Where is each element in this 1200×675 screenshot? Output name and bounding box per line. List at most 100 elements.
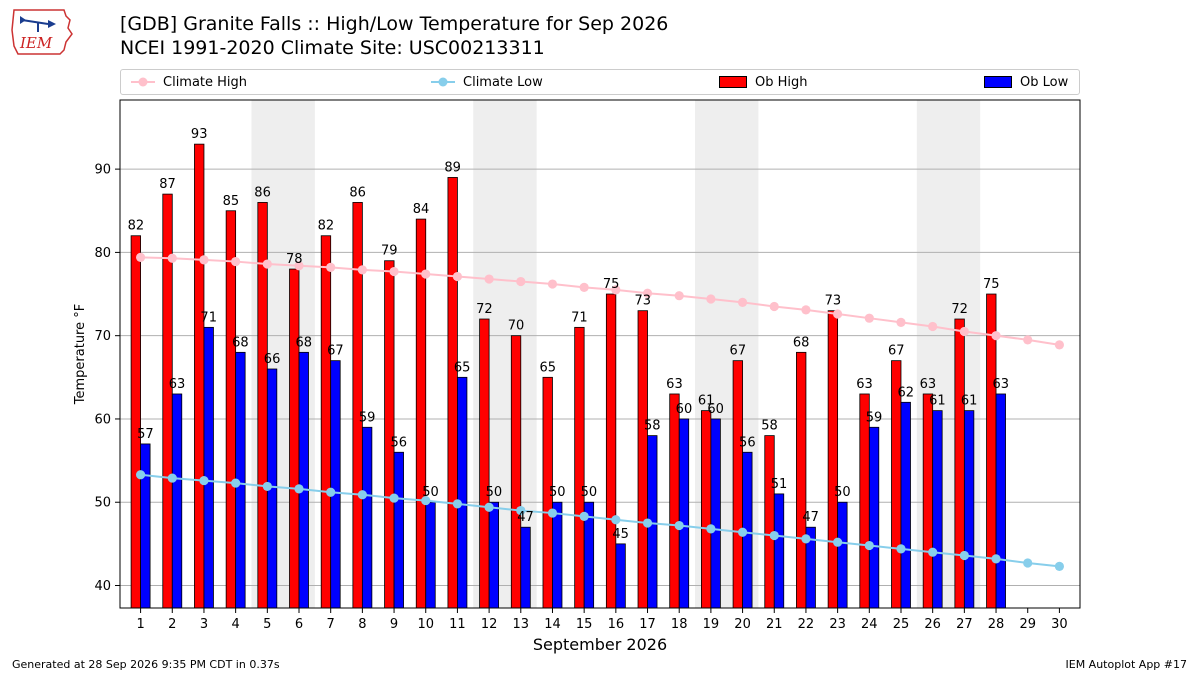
x-tick-label: 10 xyxy=(417,617,434,632)
climate-high-point xyxy=(674,291,684,301)
chart-legend: Climate High Climate Low Ob High Ob Low xyxy=(120,69,1080,95)
wind-vane-tail-icon xyxy=(20,16,26,24)
climate-low-point xyxy=(167,473,177,483)
ob-low-bar xyxy=(615,543,626,609)
ob-low-bar xyxy=(995,393,1006,609)
ob-low-label: 51 xyxy=(771,477,788,492)
climate-high-point xyxy=(484,274,494,284)
ob-high-bar xyxy=(922,393,934,609)
climate-high-point xyxy=(357,265,367,275)
climate-high-point xyxy=(991,331,1001,341)
climate-high-point xyxy=(389,266,399,277)
ob-low-label: 61 xyxy=(929,394,946,409)
y-tick-label: 90 xyxy=(94,163,111,178)
climate-high-point xyxy=(262,259,272,269)
ob-high-label: 84 xyxy=(413,202,430,217)
ob-high-label: 72 xyxy=(476,302,493,317)
ob-low-bar xyxy=(425,501,436,609)
climate-low-point xyxy=(452,499,463,509)
x-tick-label: 8 xyxy=(358,617,366,632)
footer-app: IEM Autoplot App #17 xyxy=(1065,658,1188,671)
logo-text: IEM xyxy=(19,34,53,52)
climate-high-point xyxy=(959,326,969,337)
ob-high-label: 72 xyxy=(951,302,968,317)
climate-high-point xyxy=(135,252,146,262)
climate-low-point xyxy=(833,537,843,547)
y-axis-label: Temperature °F xyxy=(73,304,88,405)
x-tick-label: 21 xyxy=(766,617,783,632)
ob-high-label: 67 xyxy=(888,344,905,359)
ob-high-label: 87 xyxy=(159,177,176,192)
ob-low-label: 61 xyxy=(961,394,978,409)
y-tick-label: 80 xyxy=(94,246,111,261)
ob-high-bar xyxy=(605,293,617,609)
climate-high-point xyxy=(326,262,336,272)
climate-low-point xyxy=(706,524,716,534)
climate-low-point xyxy=(1054,561,1065,571)
x-tick-label: 26 xyxy=(924,617,941,632)
ob-low-bar xyxy=(361,426,373,609)
ob-high-bar xyxy=(574,326,585,609)
ob-high-bar xyxy=(732,360,743,609)
ob-high-bar xyxy=(289,268,300,609)
climate-high-point xyxy=(864,313,874,323)
climate-high-point xyxy=(737,297,748,307)
ob-high-label: 73 xyxy=(635,294,652,309)
ob-low-bar xyxy=(963,410,975,609)
x-tick-label: 17 xyxy=(639,617,656,632)
climate-high-point xyxy=(167,253,177,263)
chart-title: [GDB] Granite Falls :: High/Low Temperat… xyxy=(120,12,668,60)
climate-high-point xyxy=(611,285,621,295)
ob-high-label: 65 xyxy=(539,360,556,375)
ob-high-label: 85 xyxy=(223,194,240,209)
climate-low-point xyxy=(294,484,304,494)
x-tick-label: 28 xyxy=(988,617,1005,632)
climate-low-point xyxy=(516,505,526,516)
climate-low-point xyxy=(389,493,399,503)
iem-logo: IEM xyxy=(11,9,73,55)
climate-high-point xyxy=(642,288,653,298)
climate-low-point xyxy=(864,540,874,551)
ob-high-label: 82 xyxy=(128,219,145,234)
x-tick-label: 19 xyxy=(703,617,720,632)
ob-low-bar xyxy=(393,451,404,609)
climate-low-point xyxy=(896,544,906,554)
x-tick-label: 4 xyxy=(232,617,240,632)
legend-ob-low: Ob Low xyxy=(984,70,1068,94)
legend-climate-low-label: Climate Low xyxy=(463,74,543,90)
climate-low-point xyxy=(135,470,146,480)
climate-high-point xyxy=(706,294,716,304)
ob-low-label: 68 xyxy=(232,335,249,350)
ob-low-bar xyxy=(330,360,341,609)
x-tick-label: 14 xyxy=(544,617,561,632)
x-tick-label: 13 xyxy=(513,617,530,632)
ob-low-bar xyxy=(932,410,943,609)
ob-low-label: 67 xyxy=(327,344,344,359)
climate-high-point xyxy=(1054,340,1065,350)
ob-low-bar xyxy=(140,443,151,609)
legend-ob-high-label: Ob High xyxy=(755,74,808,90)
ob-low-label: 47 xyxy=(802,510,819,525)
ob-high-label: 79 xyxy=(381,244,398,259)
x-tick-label: 16 xyxy=(608,617,625,632)
climate-high-point xyxy=(199,255,209,265)
x-axis-label: September 2026 xyxy=(533,635,667,654)
ob-low-bar xyxy=(837,501,848,609)
climate-low-point xyxy=(801,534,811,544)
climate-low-point xyxy=(959,550,969,561)
x-tick-label: 11 xyxy=(449,617,466,632)
ob-low-label: 63 xyxy=(169,377,186,392)
climate-high-point xyxy=(579,282,589,292)
x-tick-label: 3 xyxy=(200,617,208,632)
climate-low-point xyxy=(642,518,653,528)
y-tick-label: 40 xyxy=(94,579,111,594)
title-line-2: NCEI 1991-2020 Climate Site: USC00213311 xyxy=(120,37,545,59)
ob-high-bar xyxy=(859,393,870,609)
ob-low-bar xyxy=(900,401,911,609)
climate-low-line xyxy=(140,473,1060,568)
climate-high-point xyxy=(452,271,463,282)
legend-climate-high: Climate High xyxy=(131,70,247,94)
y-tick-label: 50 xyxy=(94,496,111,511)
climate-high-line-icon xyxy=(131,77,155,87)
ob-high-label: 67 xyxy=(730,344,747,359)
